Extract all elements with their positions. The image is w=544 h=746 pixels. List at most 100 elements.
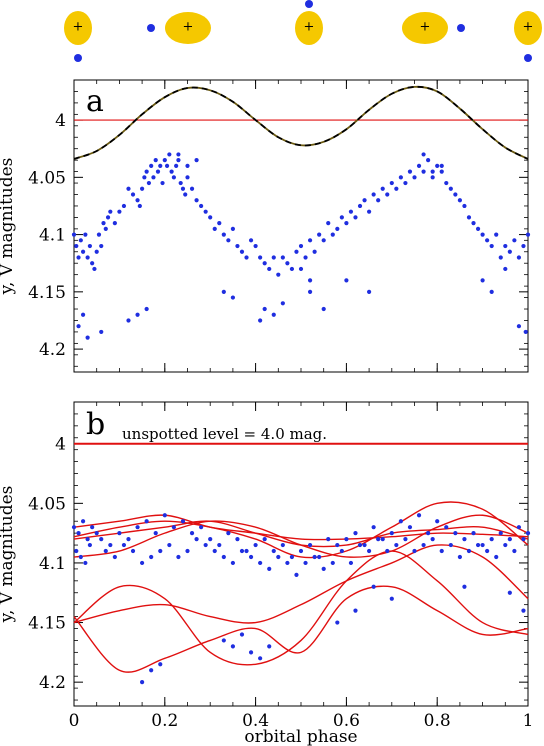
data-point bbox=[258, 318, 263, 323]
data-point bbox=[303, 560, 308, 566]
data-point bbox=[144, 169, 149, 174]
data-point bbox=[512, 238, 517, 243]
data-point bbox=[367, 548, 372, 554]
data-point bbox=[403, 536, 408, 542]
data-point bbox=[430, 175, 435, 180]
data-point bbox=[507, 536, 512, 542]
data-point bbox=[126, 318, 131, 323]
data-point bbox=[326, 536, 331, 542]
data-point bbox=[248, 554, 254, 560]
data-point bbox=[108, 542, 113, 548]
data-point bbox=[298, 548, 304, 554]
data-point bbox=[335, 620, 340, 625]
data-point bbox=[498, 255, 503, 260]
data-point bbox=[480, 542, 485, 548]
data-point bbox=[180, 186, 186, 191]
data-point bbox=[230, 226, 235, 231]
ytick-label: 4.15 bbox=[28, 283, 66, 303]
data-point bbox=[475, 542, 481, 548]
data-point bbox=[76, 531, 81, 536]
data-point bbox=[171, 525, 176, 530]
data-point bbox=[403, 180, 408, 186]
data-point bbox=[176, 554, 181, 560]
data-point bbox=[146, 180, 152, 186]
data-point bbox=[280, 542, 285, 548]
data-point bbox=[353, 608, 358, 613]
panel-b: b unspotted level = 4.0 mag. 4 4.05 4.1 4.1… bbox=[0, 401, 533, 746]
data-point bbox=[244, 548, 249, 554]
data-point bbox=[226, 238, 231, 243]
companion-star bbox=[74, 54, 82, 62]
data-point bbox=[90, 525, 95, 530]
data-point bbox=[462, 584, 467, 589]
data-point bbox=[142, 175, 147, 180]
data-point bbox=[101, 221, 106, 226]
data-point bbox=[230, 560, 235, 566]
ytick-label: 4.05 bbox=[28, 494, 66, 514]
data-point bbox=[155, 169, 161, 174]
data-point bbox=[80, 312, 86, 317]
xtick-label: 0.4 bbox=[242, 711, 269, 731]
data-point bbox=[367, 289, 372, 294]
data-point bbox=[326, 221, 331, 226]
data-point bbox=[457, 554, 462, 560]
data-point bbox=[521, 536, 526, 542]
data-point bbox=[457, 198, 462, 203]
data-point bbox=[444, 525, 449, 530]
primary-star bbox=[514, 11, 542, 45]
data-point bbox=[199, 525, 204, 530]
model-curve bbox=[73, 501, 529, 559]
data-point bbox=[117, 531, 122, 536]
panel-b-data-points bbox=[71, 513, 531, 685]
data-point bbox=[239, 548, 245, 554]
data-point bbox=[262, 536, 267, 542]
data-point bbox=[426, 531, 431, 536]
data-point bbox=[439, 163, 444, 168]
data-point bbox=[151, 175, 156, 180]
data-point bbox=[307, 289, 313, 294]
data-point bbox=[280, 301, 285, 306]
data-point bbox=[262, 261, 267, 266]
data-point bbox=[71, 525, 77, 530]
data-point bbox=[71, 232, 77, 237]
ytick-label: 4.2 bbox=[39, 340, 66, 360]
data-point bbox=[439, 169, 444, 174]
data-point bbox=[217, 221, 222, 226]
data-point bbox=[503, 542, 508, 548]
ytick-label: 4.1 bbox=[39, 226, 66, 246]
data-point bbox=[94, 249, 99, 254]
data-point bbox=[153, 158, 158, 163]
data-point bbox=[126, 186, 131, 191]
data-point bbox=[208, 215, 213, 220]
data-point bbox=[317, 554, 322, 560]
data-point bbox=[176, 152, 181, 157]
data-point bbox=[176, 158, 181, 163]
data-point bbox=[507, 249, 512, 254]
data-point bbox=[271, 312, 276, 317]
data-point bbox=[330, 232, 335, 237]
data-point bbox=[221, 554, 226, 560]
data-point bbox=[321, 238, 326, 243]
data-point bbox=[294, 572, 299, 577]
data-point bbox=[112, 221, 117, 226]
data-point bbox=[235, 536, 240, 542]
data-point bbox=[121, 203, 127, 209]
data-point bbox=[87, 542, 92, 548]
data-point bbox=[267, 644, 272, 649]
data-point bbox=[137, 203, 142, 209]
data-point bbox=[203, 209, 208, 214]
data-point bbox=[421, 542, 426, 548]
data-point bbox=[398, 175, 403, 180]
data-point bbox=[203, 542, 208, 548]
data-point bbox=[221, 232, 226, 237]
primary-star bbox=[64, 11, 92, 45]
data-point bbox=[430, 169, 435, 174]
star-center-marker: + bbox=[304, 20, 315, 35]
data-point bbox=[380, 536, 385, 542]
panel-b-label: b bbox=[86, 407, 105, 442]
data-point bbox=[385, 548, 390, 554]
data-point bbox=[149, 554, 154, 560]
data-point bbox=[80, 249, 86, 254]
data-point bbox=[85, 335, 90, 340]
data-point bbox=[421, 169, 426, 174]
